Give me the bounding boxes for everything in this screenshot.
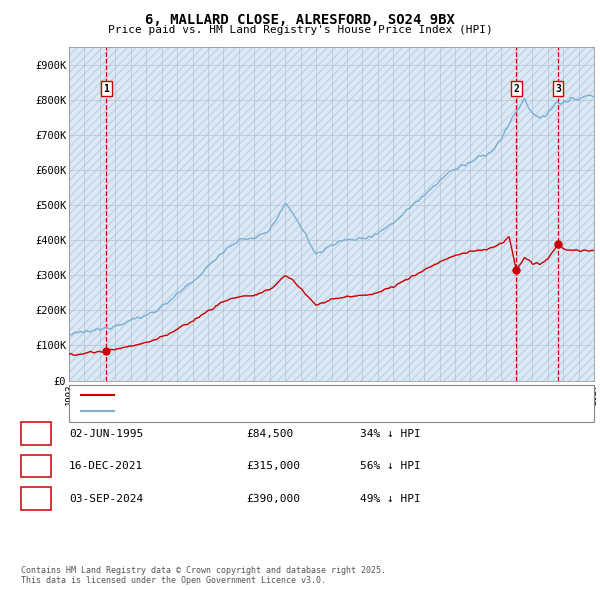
Text: 56% ↓ HPI: 56% ↓ HPI — [360, 461, 421, 471]
Text: 2: 2 — [32, 461, 40, 471]
Text: 34% ↓ HPI: 34% ↓ HPI — [360, 429, 421, 438]
Text: 1: 1 — [32, 429, 40, 438]
Text: 03-SEP-2024: 03-SEP-2024 — [69, 494, 143, 503]
Text: Contains HM Land Registry data © Crown copyright and database right 2025.
This d: Contains HM Land Registry data © Crown c… — [21, 566, 386, 585]
Text: 16-DEC-2021: 16-DEC-2021 — [69, 461, 143, 471]
Text: 6, MALLARD CLOSE, ALRESFORD, SO24 9BX (detached house): 6, MALLARD CLOSE, ALRESFORD, SO24 9BX (d… — [120, 390, 444, 400]
Text: 1: 1 — [103, 84, 109, 94]
Text: 3: 3 — [32, 494, 40, 503]
Text: 49% ↓ HPI: 49% ↓ HPI — [360, 494, 421, 503]
Text: Price paid vs. HM Land Registry's House Price Index (HPI): Price paid vs. HM Land Registry's House … — [107, 25, 493, 35]
Text: 6, MALLARD CLOSE, ALRESFORD, SO24 9BX: 6, MALLARD CLOSE, ALRESFORD, SO24 9BX — [145, 13, 455, 27]
Text: £390,000: £390,000 — [246, 494, 300, 503]
Text: 2: 2 — [513, 84, 519, 94]
Text: 02-JUN-1995: 02-JUN-1995 — [69, 429, 143, 438]
Text: £84,500: £84,500 — [246, 429, 293, 438]
Text: 3: 3 — [555, 84, 561, 94]
Text: £315,000: £315,000 — [246, 461, 300, 471]
Text: HPI: Average price, detached house, Winchester: HPI: Average price, detached house, Winc… — [120, 407, 396, 417]
